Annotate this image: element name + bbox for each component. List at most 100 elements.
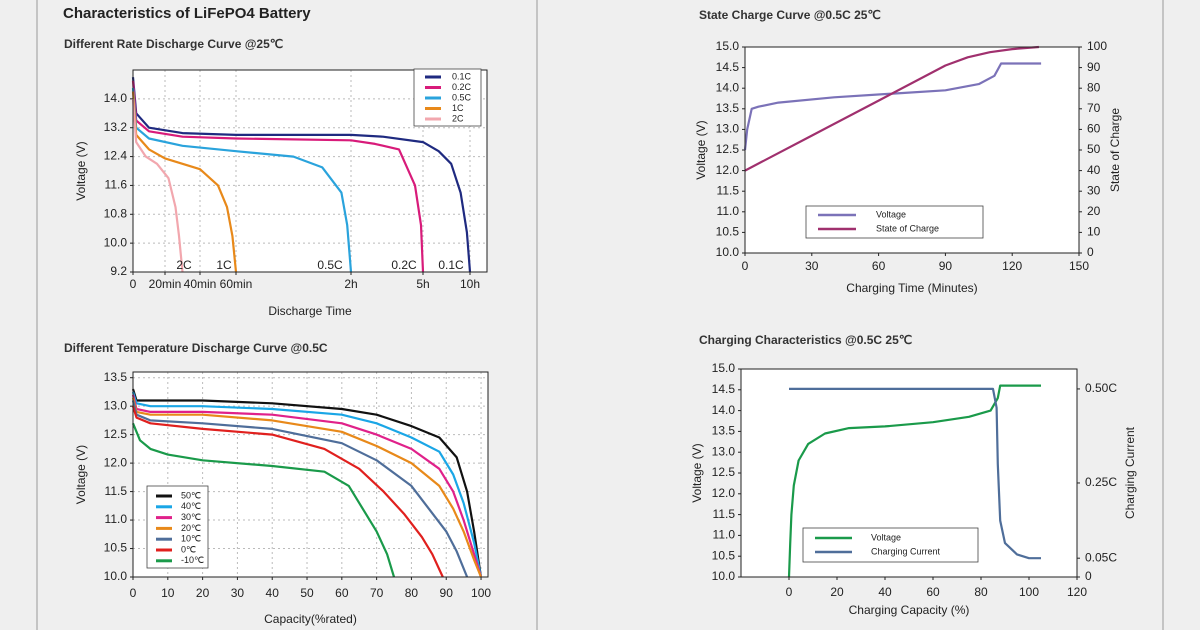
- legend-label: 40℃: [181, 501, 201, 511]
- plot-frame: [132, 371, 489, 578]
- y-axis-label: Voltage (V): [690, 443, 704, 502]
- x-tick-label: 100: [1019, 585, 1039, 599]
- y2-tick-label: 0: [1085, 569, 1092, 583]
- x-tick-label: 0: [786, 585, 793, 599]
- legend-box: [802, 527, 979, 563]
- y-tick-label: 14.0: [104, 91, 128, 105]
- x-tick-label: 40: [266, 586, 280, 600]
- series-line: [131, 77, 472, 273]
- y-tick-label: 10.5: [712, 548, 736, 562]
- legend-label: State of Charge: [876, 223, 939, 233]
- x-tick-label: 60: [926, 585, 940, 599]
- y-axis-label: Voltage (V): [694, 120, 708, 179]
- y-tick-label: 12.0: [712, 486, 736, 500]
- y2-axis-label: State of Charge: [1108, 108, 1122, 192]
- y2-tick-label: 80: [1087, 80, 1101, 94]
- x-tick-label: 10: [161, 586, 175, 600]
- annotation: 2C: [176, 258, 192, 272]
- x-tick-label: 50: [300, 586, 314, 600]
- y-tick-label: 12.5: [716, 142, 740, 156]
- series-line: [131, 91, 238, 273]
- x-tick-label: 20: [196, 586, 210, 600]
- legend-label: 0.1C: [452, 71, 472, 81]
- annotation: 1C: [216, 258, 232, 272]
- y-tick-label: 10.8: [104, 206, 128, 220]
- y-tick-label: 13.5: [712, 424, 736, 438]
- x-tick-label: 20: [830, 585, 844, 599]
- x-tick-label: 90: [440, 586, 454, 600]
- x-tick-label: 2h: [344, 277, 357, 291]
- series-line: [131, 405, 444, 578]
- y2-tick-label: 10: [1087, 225, 1101, 239]
- y-axis-label: Voltage (V): [74, 141, 88, 200]
- x-tick-label: 150: [1069, 259, 1089, 273]
- x-tick-label: 40min: [184, 277, 217, 291]
- y-tick-label: 10.0: [104, 235, 128, 249]
- y-tick-label: 11.0: [713, 528, 736, 542]
- legend-label: 0℃: [181, 544, 196, 554]
- legend-label: 20℃: [181, 523, 201, 533]
- series-line: [131, 400, 469, 578]
- annotation: 0.5C: [317, 258, 343, 272]
- y-tick-label: 10.0: [712, 569, 736, 583]
- y-tick-label: 10.0: [716, 245, 740, 259]
- x-tick-label: 120: [1002, 259, 1022, 273]
- legend-label: 1C: [452, 103, 464, 113]
- series-line: [131, 87, 353, 273]
- y-tick-label: 13.0: [712, 444, 736, 458]
- annotation: 0.1C: [438, 258, 464, 272]
- x-axis-label: Charging Time (Minutes): [846, 281, 977, 295]
- y-tick-label: 12.5: [712, 465, 736, 479]
- x-tick-label: 100: [471, 586, 491, 600]
- y-tick-label: 11.5: [105, 484, 128, 498]
- series-line: [131, 98, 184, 273]
- x-tick-label: 80: [974, 585, 988, 599]
- y-tick-label: 13.2: [104, 120, 128, 134]
- y-tick-label: 14.0: [712, 403, 736, 417]
- series-line: [789, 387, 1041, 560]
- y-axis-label: Voltage (V): [74, 445, 88, 504]
- y-tick-label: 12.5: [104, 427, 128, 441]
- annotation: 0.2C: [391, 258, 417, 272]
- chart-title: Charging Characteristics @0.5C 25℃: [699, 333, 912, 347]
- y2-tick-label: 90: [1087, 60, 1101, 74]
- y-tick-label: 12.4: [104, 149, 128, 163]
- chart-title: State Charge Curve @0.5C 25℃: [699, 8, 881, 22]
- y-tick-label: 11.5: [717, 183, 740, 197]
- x-tick-label: 40: [878, 585, 892, 599]
- plot-frame: [744, 46, 1080, 254]
- y-tick-label: 13.0: [716, 122, 740, 136]
- x-tick-label: 30: [805, 259, 819, 273]
- x-tick-label: 80: [405, 586, 419, 600]
- x-tick-label: 60min: [220, 277, 253, 291]
- x-axis-label: Charging Capacity (%): [849, 603, 970, 617]
- y-tick-label: 14.5: [712, 382, 736, 396]
- chart-title: Different Rate Discharge Curve @25℃: [64, 37, 283, 51]
- y-tick-label: 15.0: [716, 39, 740, 53]
- series-line: [131, 397, 483, 578]
- x-tick-label: 5h: [416, 277, 429, 291]
- y-tick-label: 14.0: [716, 80, 740, 94]
- x-tick-label: 90: [939, 259, 953, 273]
- legend-label: 0.5C: [452, 92, 472, 102]
- series-line: [131, 80, 425, 273]
- y-tick-label: 14.5: [716, 60, 740, 74]
- x-tick-label: 30: [231, 586, 245, 600]
- x-tick-label: 70: [370, 586, 384, 600]
- legend-box: [805, 205, 984, 239]
- y-tick-label: 9.2: [110, 264, 127, 278]
- legend-label: -10℃: [181, 555, 204, 565]
- y-tick-label: 10.5: [716, 225, 740, 239]
- y-tick-label: 11.5: [713, 507, 736, 521]
- y2-tick-label: 50: [1087, 142, 1101, 156]
- series-line: [131, 422, 396, 578]
- series-line: [131, 394, 483, 578]
- y2-tick-label: 0: [1087, 245, 1094, 259]
- legend-label: Voltage: [876, 209, 906, 219]
- y2-tick-label: 70: [1087, 101, 1101, 115]
- series-line: [743, 62, 1042, 151]
- legend-label: 50℃: [181, 490, 201, 500]
- y-tick-label: 13.5: [716, 101, 740, 115]
- y-tick-label: 11.0: [717, 204, 740, 218]
